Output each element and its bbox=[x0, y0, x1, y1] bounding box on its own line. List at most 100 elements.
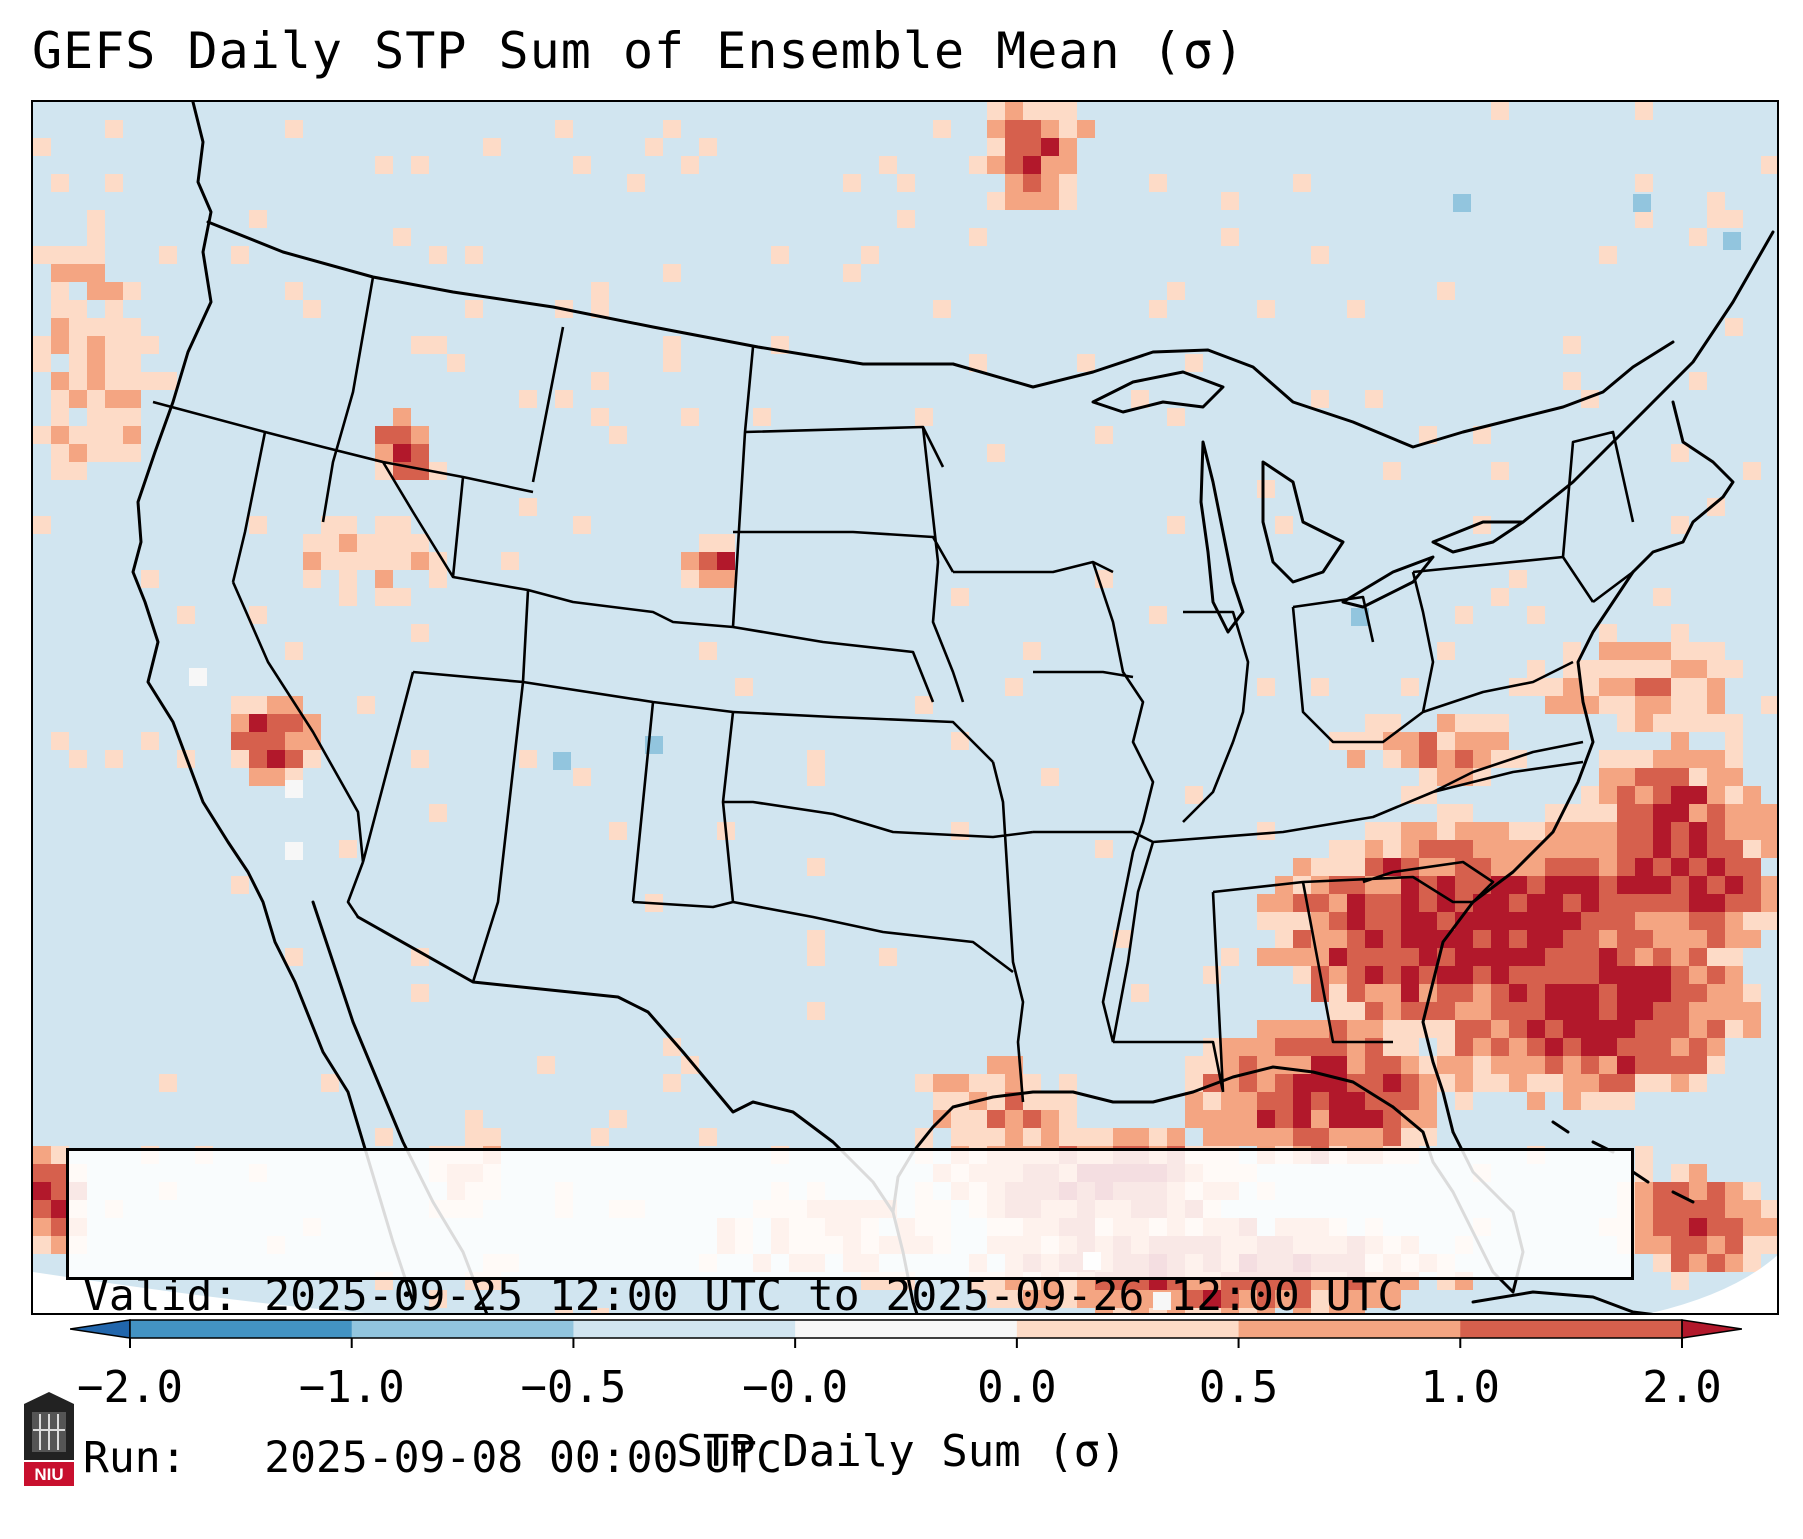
anomaly-cell bbox=[1185, 354, 1203, 372]
anomaly-cell bbox=[429, 1290, 447, 1308]
anomaly-cell bbox=[105, 750, 123, 768]
anomaly-cell bbox=[1581, 822, 1599, 840]
anomaly-cell bbox=[1419, 750, 1437, 768]
anomaly-cell bbox=[1347, 1056, 1365, 1074]
anomaly-cell bbox=[33, 1146, 51, 1164]
anomaly-cell bbox=[1383, 1020, 1401, 1038]
anomaly-cell bbox=[1707, 192, 1725, 210]
anomaly-cell bbox=[393, 534, 411, 552]
colorbar-segment bbox=[573, 1320, 796, 1338]
anomaly-cell bbox=[1311, 1110, 1329, 1128]
anomaly-cell bbox=[1635, 1056, 1653, 1074]
anomaly-cell bbox=[1473, 984, 1491, 1002]
anomaly-cell bbox=[1725, 858, 1743, 876]
anomaly-cell bbox=[1707, 1038, 1725, 1056]
anomaly-cell bbox=[1671, 1074, 1689, 1092]
anomaly-cell bbox=[1293, 1092, 1311, 1110]
anomaly-cell bbox=[1455, 1092, 1473, 1110]
anomaly-cell bbox=[321, 534, 339, 552]
anomaly-cell bbox=[1113, 1128, 1131, 1146]
anomaly-cell bbox=[1311, 876, 1329, 894]
anomaly-cell bbox=[1563, 804, 1581, 822]
anomaly-cell bbox=[1725, 1254, 1743, 1272]
anomaly-cell bbox=[87, 282, 105, 300]
lake-superior bbox=[1091, 370, 1225, 414]
anomaly-cell bbox=[411, 534, 429, 552]
anomaly-cell bbox=[1707, 1218, 1725, 1236]
anomaly-cell bbox=[375, 1128, 393, 1146]
anomaly-cell bbox=[411, 750, 429, 768]
anomaly-cell bbox=[177, 606, 195, 624]
anomaly-cell bbox=[1563, 822, 1581, 840]
anomaly-cell bbox=[1221, 948, 1239, 966]
anomaly-cell bbox=[1131, 390, 1149, 408]
anomaly-cell bbox=[1689, 912, 1707, 930]
anomaly-cell bbox=[1563, 1092, 1581, 1110]
anomaly-cell bbox=[1347, 750, 1365, 768]
anomaly-cell bbox=[87, 372, 105, 390]
anomaly-cell bbox=[1707, 1020, 1725, 1038]
anomaly-cell bbox=[33, 336, 51, 354]
anomaly-cell bbox=[1581, 930, 1599, 948]
lake-michigan bbox=[1199, 440, 1245, 634]
colorbar bbox=[70, 1319, 1742, 1348]
anomaly-cell bbox=[1149, 1308, 1167, 1313]
anomaly-cell bbox=[1635, 894, 1653, 912]
anomaly-cell bbox=[951, 588, 969, 606]
anomaly-cell bbox=[1653, 1182, 1671, 1200]
anomaly-cell bbox=[1347, 1002, 1365, 1020]
anomaly-cell bbox=[1383, 1074, 1401, 1092]
anomaly-cell bbox=[1401, 1038, 1419, 1056]
anomaly-cell bbox=[303, 750, 321, 768]
anomaly-cell bbox=[951, 1074, 969, 1092]
anomaly-cell bbox=[231, 246, 249, 264]
anomaly-cell bbox=[33, 246, 51, 264]
anomaly-cell bbox=[411, 984, 429, 1002]
anomaly-cell bbox=[1509, 678, 1527, 696]
anomaly-cell bbox=[1347, 948, 1365, 966]
anomaly-cell bbox=[1653, 912, 1671, 930]
anomaly-cell bbox=[1491, 822, 1509, 840]
anomaly-cell bbox=[1743, 1254, 1761, 1272]
anomaly-cell bbox=[303, 534, 321, 552]
colorbar-tick-label: −0.5 bbox=[520, 1362, 627, 1413]
anomaly-cell bbox=[1347, 1128, 1365, 1146]
anomaly-cell bbox=[843, 264, 861, 282]
anomaly-cell bbox=[69, 462, 87, 480]
anomaly-cell bbox=[1293, 1110, 1311, 1128]
anomaly-cell bbox=[1671, 1254, 1689, 1272]
anomaly-cell bbox=[1347, 1020, 1365, 1038]
anomaly-cell bbox=[1383, 462, 1401, 480]
anomaly-cell bbox=[1527, 858, 1545, 876]
anomaly-cell bbox=[1401, 678, 1419, 696]
anomaly-cell bbox=[51, 264, 69, 282]
anomaly-cell bbox=[1743, 462, 1761, 480]
anomaly-cell bbox=[1329, 912, 1347, 930]
anomaly-cell bbox=[1545, 1038, 1563, 1056]
anomaly-cell bbox=[1041, 192, 1059, 210]
anomaly-cell bbox=[375, 534, 393, 552]
anomaly-cell bbox=[87, 390, 105, 408]
anomaly-cell bbox=[1689, 696, 1707, 714]
anomaly-cell bbox=[663, 336, 681, 354]
anomaly-cell bbox=[1131, 1128, 1149, 1146]
anomaly-cell bbox=[1329, 1308, 1347, 1313]
anomaly-cell bbox=[1545, 840, 1563, 858]
anomaly-cell bbox=[1653, 840, 1671, 858]
niu-logo-text: NIU bbox=[34, 1465, 63, 1484]
colorbar-tick-label: −0.0 bbox=[742, 1362, 849, 1413]
anomaly-cell-negative bbox=[1723, 232, 1741, 250]
anomaly-cell bbox=[555, 120, 573, 138]
anomaly-cell bbox=[1329, 984, 1347, 1002]
anomaly-cell bbox=[1545, 876, 1563, 894]
anomaly-cell bbox=[1581, 840, 1599, 858]
anomaly-cell bbox=[1059, 1290, 1077, 1308]
anomaly-cell bbox=[1383, 876, 1401, 894]
anomaly-cell bbox=[753, 408, 771, 426]
anomaly-cell bbox=[1257, 480, 1275, 498]
anomaly-cell bbox=[1617, 678, 1635, 696]
anomaly-cell bbox=[1563, 894, 1581, 912]
anomaly-cell bbox=[1509, 966, 1527, 984]
anomaly-cell bbox=[1473, 714, 1491, 732]
anomaly-cell bbox=[1383, 930, 1401, 948]
